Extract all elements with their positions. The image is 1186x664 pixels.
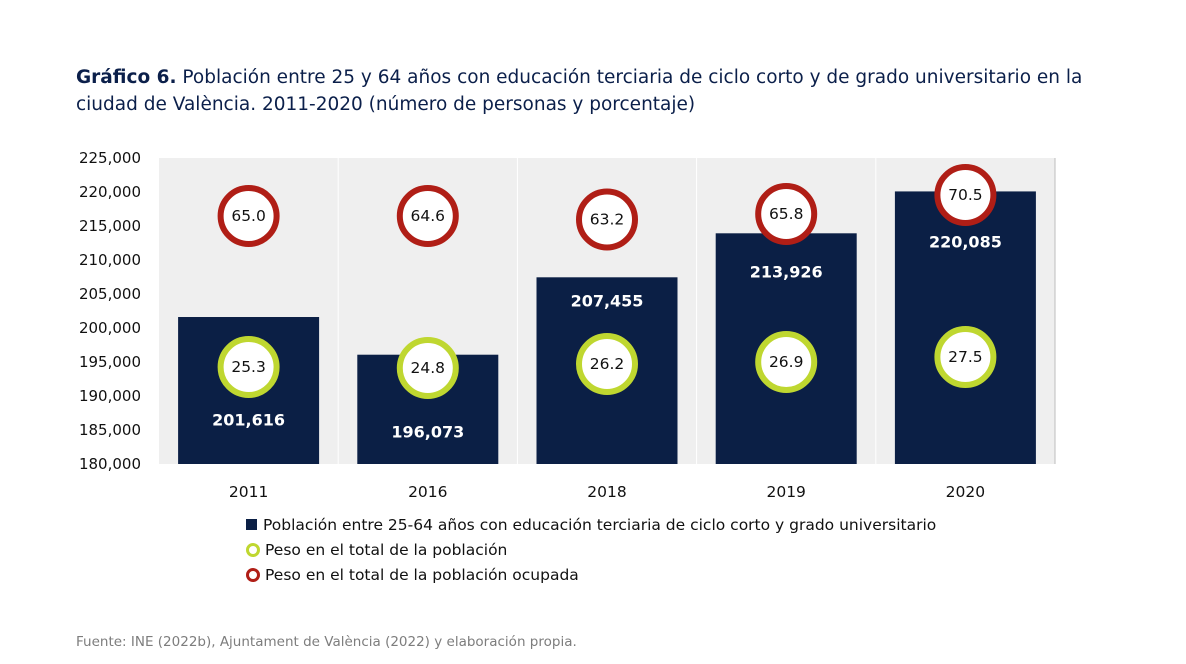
x-tick-label: 2019 xyxy=(766,483,805,501)
legend-item-total-share: Peso en el total de la población xyxy=(246,537,936,562)
red-circle-marker xyxy=(934,164,997,226)
bar-value-label: 220,085 xyxy=(929,233,1002,252)
green-circle-label: 27.5 xyxy=(948,348,983,366)
green-circle-label: 25.3 xyxy=(231,358,266,376)
y-tick-label: 205,000 xyxy=(79,285,141,303)
source-note: Fuente: INE (2022b), Ajuntament de Valèn… xyxy=(76,634,577,650)
y-tick-label: 195,000 xyxy=(79,353,141,371)
y-tick-label: 180,000 xyxy=(79,455,141,473)
green-circle-marker xyxy=(396,337,459,399)
bar-value-label: 201,616 xyxy=(212,411,285,430)
green-circle-label: 24.8 xyxy=(411,359,446,377)
green-circle-label: 26.2 xyxy=(590,355,625,373)
legend-item-employed-share: Peso en el total de la población ocupada xyxy=(246,562,936,587)
legend-label-population: Población entre 25-64 años con educación… xyxy=(263,515,937,534)
y-tick-label: 225,000 xyxy=(79,149,141,167)
y-tick-label: 220,000 xyxy=(79,183,141,201)
bar-value-label: 207,455 xyxy=(571,292,644,311)
legend-swatch-red-circle xyxy=(246,567,260,582)
x-tick-label: 2018 xyxy=(587,483,626,501)
legend-label-total-share: Peso en el total de la población xyxy=(265,540,508,559)
y-tick-label: 210,000 xyxy=(79,251,141,269)
x-tick-label: 2020 xyxy=(946,483,985,501)
green-circle-marker xyxy=(934,326,997,388)
y-tick-label: 200,000 xyxy=(79,319,141,337)
y-tick-label: 190,000 xyxy=(79,387,141,405)
legend-swatch-green-circle xyxy=(246,542,260,557)
red-circle-marker xyxy=(576,188,638,251)
chart-legend: Población entre 25-64 años con educación… xyxy=(246,512,936,587)
green-circle-marker xyxy=(217,336,280,398)
bar-value-label: 213,926 xyxy=(750,263,823,282)
red-circle-label: 65.0 xyxy=(231,207,266,225)
red-circle-label: 65.8 xyxy=(769,205,804,223)
x-tick-label: 2016 xyxy=(408,483,447,501)
y-tick-label: 215,000 xyxy=(79,217,141,235)
green-circle-label: 26.9 xyxy=(769,353,804,371)
bar-value-label: 196,073 xyxy=(391,423,464,442)
legend-item-population: Población entre 25-64 años con educación… xyxy=(246,512,936,537)
x-tick-label: 2011 xyxy=(229,483,268,501)
chart-title: Gráfico 6. Población entre 25 y 64 años … xyxy=(76,64,1096,118)
chart-title-text: Población entre 25 y 64 años con educaci… xyxy=(76,67,1083,115)
red-circle-marker xyxy=(755,183,818,245)
red-circle-marker xyxy=(396,185,459,247)
red-circle-label: 70.5 xyxy=(948,186,983,204)
green-circle-marker xyxy=(576,333,638,395)
y-tick-label: 185,000 xyxy=(79,421,141,439)
green-circle-marker xyxy=(755,331,818,393)
red-circle-label: 64.6 xyxy=(411,207,446,225)
red-circle-marker xyxy=(217,185,280,247)
legend-label-employed-share: Peso en el total de la población ocupada xyxy=(265,565,579,584)
legend-swatch-bar xyxy=(246,519,257,530)
chart-title-lead: Gráfico 6. xyxy=(76,67,177,88)
red-circle-label: 63.2 xyxy=(590,211,625,229)
